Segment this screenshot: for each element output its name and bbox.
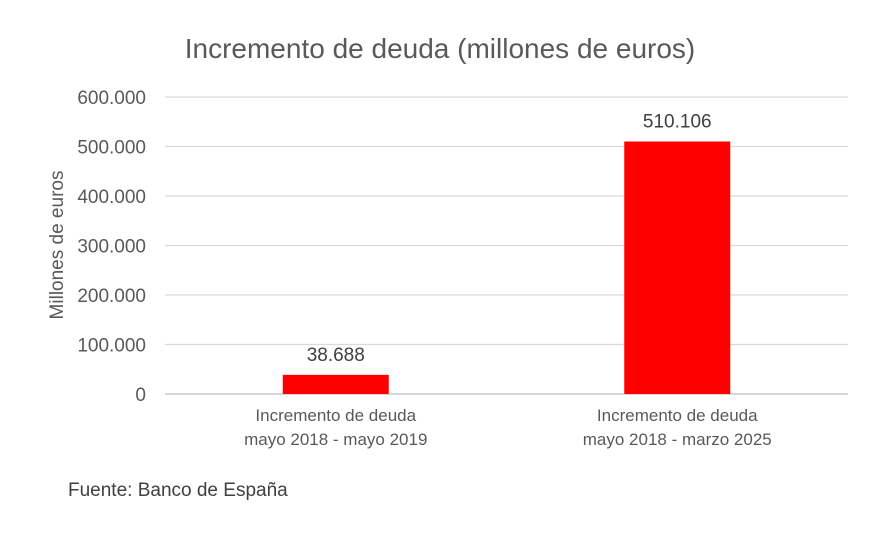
x-tick-label: Incremento de deuda — [255, 406, 416, 425]
data-label: 38.688 — [307, 345, 365, 366]
x-axis-ticks: Incremento de deuda mayo 2018 - mayo 2019… — [244, 406, 772, 449]
y-axis-ticks: 0 100.000 200.000 300.000 400.000 500.000 600.… — [77, 88, 146, 406]
x-tick-label: Incremento de deuda — [597, 406, 758, 425]
bars: 38.688 510.106 — [282, 111, 731, 394]
y-tick-label: 200.000 — [77, 286, 146, 307]
data-label: 510.106 — [643, 111, 712, 132]
chart-title: Incremento de deuda (millones de euros) — [185, 33, 696, 64]
bar — [624, 141, 731, 394]
y-tick-label: 100.000 — [77, 336, 146, 357]
gridlines — [165, 96, 848, 395]
y-tick-label: 500.000 — [77, 138, 146, 159]
y-tick-label: 400.000 — [77, 187, 146, 208]
y-tick-label: 0 — [135, 385, 146, 406]
y-tick-label: 300.000 — [77, 237, 146, 258]
y-tick-label: 600.000 — [77, 88, 146, 109]
x-tick-label: mayo 2018 - mayo 2019 — [244, 430, 427, 449]
x-tick-label: mayo 2018 - marzo 2025 — [583, 430, 772, 449]
source-note: Fuente: Banco de España — [68, 480, 288, 501]
y-axis-label: Millones de euros — [47, 171, 68, 320]
bar — [282, 374, 389, 394]
